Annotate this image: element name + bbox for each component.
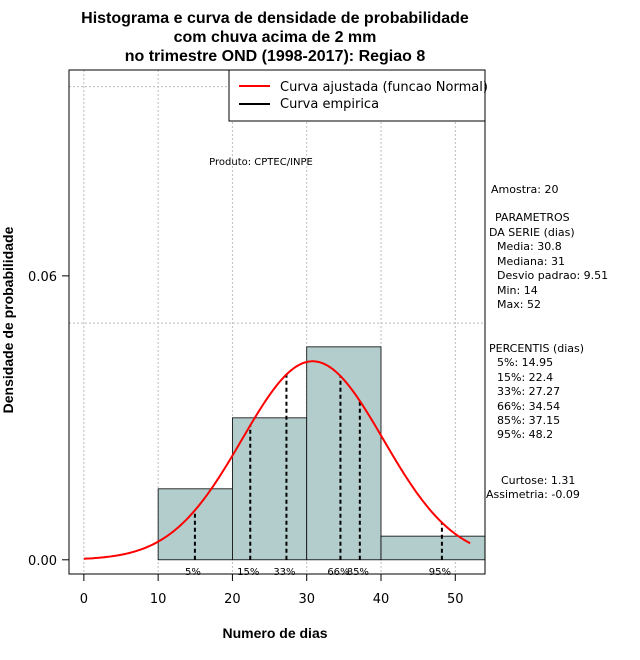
y-axis-title: Densidade de probabilidade	[0, 226, 16, 413]
x-tick-label-40: 40	[373, 592, 390, 607]
chart-title-line-2: com chuva acima de 2 mm	[174, 29, 377, 46]
percentile-stat-33: 33%: 27.27	[497, 385, 560, 398]
legend-empirical-label: Curva empirica	[280, 97, 379, 112]
percentile-stat-85: 85%: 37.15	[497, 414, 560, 427]
percentile-stat-15: 15%: 22.4	[497, 371, 553, 384]
product-note: Produto: CPTEC/INPE	[209, 157, 313, 168]
y-tick-label-0: 0.00	[28, 554, 57, 569]
x-tick-label-0: 0	[80, 592, 88, 607]
param-mean: Media: 30.8	[497, 240, 562, 253]
percentile-stat-5: 5%: 14.95	[497, 356, 553, 369]
percentile-label-4: 66%	[327, 567, 349, 578]
param-median: Mediana: 31	[497, 255, 565, 268]
params-header-2: DA SERIE (dias)	[489, 226, 575, 239]
percentiles-header: PERCENTIS (dias)	[489, 342, 584, 355]
x-tick-label-50: 50	[447, 592, 464, 607]
chart-title-line-1: Histograma e curva de densidade de proba…	[81, 10, 469, 27]
skewness: Assimetria: -0.09	[486, 488, 580, 501]
percentile-label-3: 33%	[273, 567, 295, 578]
percentile-label-2: 15%	[237, 567, 259, 578]
stats-panel: Amostra: 20 PARAMETROS DA SERIE (dias) M…	[486, 183, 608, 501]
histogram-bar-2	[232, 417, 308, 561]
param-min: Min: 14	[497, 284, 538, 297]
percentile-stat-95: 95%: 48.2	[497, 428, 553, 441]
legend-fit-label: Curva ajustada (funcao Normal)	[280, 80, 488, 95]
x-axis-title: Numero de dias	[222, 625, 327, 641]
histogram-bar-4	[380, 535, 486, 561]
params-header-1: PARAMETROS	[495, 211, 570, 224]
x-tick-label-30: 30	[298, 592, 315, 607]
sample-size: Amostra: 20	[491, 183, 558, 196]
grid-lines	[69, 70, 485, 574]
percentile-lines: 5% 15% 33% 66%85% 95%	[185, 374, 451, 578]
param-sd: Desvio padrao: 9.51	[497, 269, 608, 282]
x-tick-label-10: 10	[150, 592, 167, 607]
histogram-bar-3	[306, 346, 382, 561]
legend: Curva ajustada (funcao Normal) Curva emp…	[228, 69, 488, 122]
percentile-label-6: 95%	[429, 567, 451, 578]
param-max: Max: 52	[497, 298, 541, 311]
fit-curve-layer	[83, 360, 471, 560]
x-tick-label-20: 20	[224, 592, 241, 607]
percentile-label-5: 85%	[347, 567, 369, 578]
histogram-bars	[157, 346, 486, 561]
y-tick-label-1: 0.06	[28, 270, 57, 285]
percentile-stat-66: 66%: 34.54	[497, 400, 560, 413]
normal-fit-curve	[83, 360, 471, 560]
legend-box	[228, 69, 486, 122]
kurtosis: Curtose: 1.31	[501, 474, 575, 487]
axes: 0 10 20 30 40 50 0.00 0.06	[28, 270, 464, 607]
chart-title-line-3: no trimestre OND (1998-2017): Regiao 8	[125, 48, 426, 65]
percentile-label-1: 5%	[185, 567, 201, 578]
